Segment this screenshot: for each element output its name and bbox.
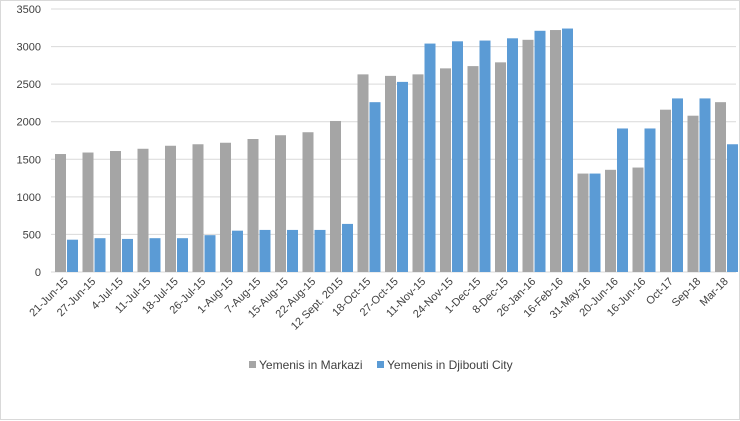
bar-djibouti-city: [177, 238, 188, 272]
bar-djibouti-city: [67, 239, 78, 272]
x-axis-ticks: 21-Jun-1527-Jun-154-Jul-1511-Jul-1518-Ju…: [27, 276, 731, 333]
legend-label: Yemenis in Djibouti City: [387, 358, 513, 372]
y-tick-label: 0: [35, 267, 41, 279]
y-tick-label: 1500: [17, 154, 41, 166]
bar-markazi: [247, 138, 259, 272]
bar-markazi: [522, 39, 534, 273]
bar-markazi: [632, 167, 644, 272]
bar-djibouti-city: [479, 40, 491, 273]
bar-djibouti-city: [617, 128, 628, 272]
bar-markazi: [110, 151, 121, 272]
bar-markazi: [412, 74, 424, 272]
bar-djibouti-city: [397, 81, 408, 272]
bar-markazi: [687, 115, 699, 273]
bar-djibouti-city: [287, 229, 298, 272]
legend-swatch: [249, 361, 256, 368]
bar-markazi: [302, 132, 314, 272]
bar-djibouti-city: [727, 144, 738, 272]
bar-markazi: [165, 145, 176, 272]
bar-markazi: [605, 169, 616, 272]
bar-djibouti-city: [424, 43, 436, 272]
bar-djibouti-city: [232, 230, 243, 272]
x-tick-label: Mar-18: [698, 276, 731, 309]
bar-djibouti-city: [342, 223, 353, 272]
bar-djibouti-city: [507, 38, 518, 273]
bar-djibouti-city: [452, 41, 463, 272]
bar-djibouti-city: [204, 235, 216, 272]
bar-djibouti-city: [314, 229, 326, 272]
y-axis-ticks: 0 500 1000 1500 2000 2500 3000 3500: [17, 4, 41, 279]
legend-label: Yemenis in Markazi: [259, 358, 363, 372]
x-tick-label: Sep-18: [670, 276, 704, 310]
legend-swatch: [377, 361, 384, 368]
bar-djibouti-city: [562, 28, 573, 273]
bar-markazi: [495, 62, 506, 273]
bar-djibouti-city: [672, 98, 683, 272]
bar-markazi: [385, 75, 396, 273]
bar-djibouti-city: [369, 102, 381, 272]
bar-markazi: [137, 148, 149, 272]
bar-djibouti-city: [589, 173, 601, 272]
bar-markazi: [330, 120, 341, 272]
y-tick-label: 500: [23, 229, 41, 241]
bar-djibouti-city: [94, 238, 106, 272]
bar-djibouti-city: [699, 98, 711, 272]
bar-markazi: [577, 173, 589, 272]
y-tick-label: 3000: [17, 42, 41, 54]
legend: Yemenis in Markazi Yemenis in Djibouti Ci…: [249, 358, 513, 372]
y-tick-label: 2000: [17, 117, 41, 129]
bar-markazi: [192, 144, 204, 272]
bar-djibouti-city: [259, 229, 271, 272]
bar-djibouti-city: [149, 238, 161, 272]
bar-markazi: [467, 66, 479, 272]
bar-markazi: [55, 154, 66, 272]
y-tick-label: 3500: [17, 4, 41, 16]
bar-djibouti-city: [534, 30, 546, 272]
y-tick-label: 2500: [17, 79, 41, 91]
bar-markazi: [275, 135, 286, 272]
bar-markazi: [550, 30, 561, 273]
bar-markazi: [660, 109, 671, 272]
bar-djibouti-city: [644, 128, 656, 272]
bar-djibouti-city: [122, 238, 133, 272]
bar-markazi: [440, 68, 451, 272]
bar-markazi: [220, 142, 231, 272]
bar-markazi: [357, 74, 369, 272]
bar-markazi: [715, 102, 726, 272]
bars: [55, 28, 738, 273]
y-tick-label: 1000: [17, 192, 41, 204]
bar-markazi: [82, 152, 94, 272]
